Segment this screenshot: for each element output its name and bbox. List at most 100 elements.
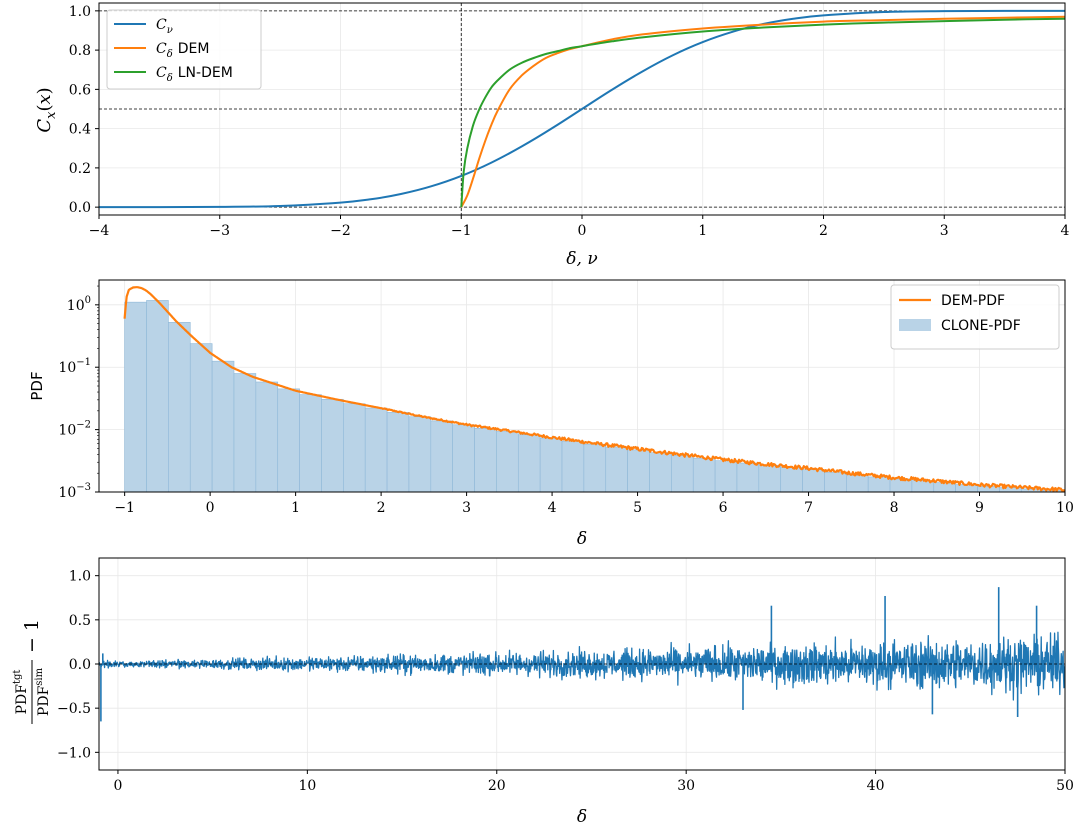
cdf-y-tick-label: 1.0: [69, 4, 91, 20]
clone-pdf-bar: [517, 434, 541, 493]
cdf-panel: −4 −3 −2 −1 0 1 2 3 4 0.0 0.2 0.4 0.6 0.8 1.0 δ, ν Cx…: [34, 2, 1070, 269]
pdf-legend-swatch-bar: [899, 319, 931, 331]
clone-pdf-bar: [408, 416, 432, 493]
ratio-residual-line: [99, 631, 1065, 701]
cdf-x-tick-label: −4: [89, 223, 110, 239]
clone-pdf-bar: [168, 322, 191, 493]
cdf-y-ticks: 0.0 0.2 0.4 0.6 0.8 1.0: [69, 4, 99, 216]
clone-pdf-bar: [474, 427, 497, 493]
pdf-legend: DEM-PDF CLONE-PDF: [890, 284, 1060, 350]
clone-pdf-bar: [561, 440, 585, 493]
cdf-x-tick-label: 3: [940, 223, 949, 239]
pdf-y-tick-label: 10−2: [58, 420, 91, 439]
pdf-x-tick-label: 9: [975, 500, 984, 516]
clone-pdf-bar: [343, 403, 366, 493]
pdf-x-tick-label: 7: [804, 500, 813, 516]
ratio-x-tick-label: 0: [113, 778, 122, 794]
ratio-y-tick-label: −0.5: [57, 701, 91, 717]
clone-pdf-bar: [583, 443, 607, 493]
clone-pdf-bar: [430, 420, 453, 493]
clone-pdf-bar: [255, 381, 279, 493]
pdf-y-tick-label: 100: [67, 295, 91, 314]
ratio-series: [99, 587, 1065, 722]
pdf-x-ticks: −1 0 1 2 3 4 5 6 7 8 9 10: [114, 492, 1074, 516]
clone-pdf-bar: [321, 398, 344, 493]
cdf-legend-label: Cν: [156, 17, 173, 36]
pdf-x-tick-label: 6: [719, 500, 728, 516]
ratio-y-label-tail: − 1: [21, 619, 43, 653]
cdf-series: [98, 9, 1066, 209]
cdf-x-tick-label: −1: [451, 223, 472, 239]
pdf-y-axis-label: PDF: [28, 371, 46, 400]
clone-pdf-bar: [364, 407, 388, 493]
clone-pdf-bar: [846, 474, 869, 493]
pdf-x-tick-label: 1: [291, 500, 300, 516]
pdf-x-tick-label: 3: [462, 500, 471, 516]
cdf-x-axis-label: δ, ν: [566, 249, 597, 269]
ratio-x-axis-label: δ: [577, 807, 587, 827]
svg-text:Cx(x): Cx(x): [34, 87, 59, 132]
ratio-x-ticks: 0 10 20 30 40 50: [113, 770, 1074, 794]
ratio-y-tick-label: 0.0: [69, 657, 91, 673]
clone-pdf-bar: [802, 469, 825, 493]
pdf-series: [123, 286, 1066, 492]
pdf-legend-label: CLONE-PDF: [941, 318, 1021, 334]
pdf-legend-label: DEM-PDF: [941, 293, 1005, 309]
pdf-x-tick-label: 8: [890, 500, 899, 516]
pdf-x-tick-label: 2: [377, 500, 386, 516]
clone-pdf-bar: [692, 457, 716, 493]
ratio-y-tick-label: 0.5: [69, 613, 91, 629]
ratio-x-tick-label: 50: [1056, 778, 1074, 794]
cdf-line-c-delta-ln-dem: [460, 17, 1066, 208]
cdf-y-tick-label: 0.4: [69, 122, 91, 138]
clone-pdf-bar: [780, 467, 803, 493]
pdf-y-ticks: 100 10−1 10−2 10−3: [58, 285, 99, 501]
clone-pdf-bar: [452, 424, 475, 493]
clone-pdf-bar: [736, 462, 760, 493]
pdf-x-tick-label: 0: [206, 500, 215, 516]
cdf-x-tick-label: −3: [209, 223, 230, 239]
clone-pdf-bar: [124, 301, 147, 493]
ratio-y-label-numerator: PDFtgt: [12, 670, 30, 715]
cdf-y-tick-label: 0.2: [69, 161, 91, 177]
clone-pdf-bar: [277, 388, 300, 493]
clone-pdf-bar: [714, 460, 738, 493]
clone-pdf-bar: [605, 446, 628, 493]
pdf-y-tick-label: 10−3: [58, 482, 91, 501]
clone-pdf-histogram: [124, 300, 1066, 493]
cdf-legend-box: [106, 9, 262, 90]
clone-pdf-bar: [758, 464, 782, 493]
dem-pdf-line: [123, 286, 1066, 492]
cdf-x-ticks: −4 −3 −2 −1 0 1 2 3 4: [89, 215, 1070, 239]
ratio-x-tick-label: 30: [677, 778, 695, 794]
clone-pdf-bar: [299, 394, 322, 493]
clone-pdf-bar: [539, 437, 563, 493]
cdf-line-c-nu: [98, 9, 1066, 209]
clone-pdf-bar: [649, 452, 672, 493]
ratio-y-ticks: −1.0 −0.5 0.0 0.5 1.0: [57, 569, 99, 761]
pdf-legend-box: [890, 284, 1060, 350]
clone-pdf-bar: [627, 449, 650, 493]
clone-pdf-bar: [233, 373, 257, 493]
clone-pdf-bar: [211, 360, 235, 493]
clone-pdf-bar: [146, 300, 169, 493]
ratio-panel: 0 10 20 30 40 50 −1.0 −0.5 0.0 0.5 1.0 δ PDFtgt P…: [12, 557, 1074, 827]
ratio-x-tick-label: 10: [298, 778, 316, 794]
ratio-y-axis-label: PDFtgt PDFsim − 1: [12, 619, 52, 724]
cdf-x-tick-label: −2: [330, 223, 351, 239]
cdf-x-tick-label: 4: [1061, 223, 1070, 239]
clone-pdf-bar: [386, 412, 410, 493]
cdf-y-tick-label: 0.0: [69, 200, 91, 216]
cdf-x-tick-label: 0: [578, 223, 587, 239]
cdf-legend-label: Cδ LN-DEM: [156, 65, 233, 84]
cdf-line-c-delta-dem: [460, 15, 1066, 208]
clone-pdf-bar: [867, 476, 891, 493]
cdf-y-tick-label: 0.8: [69, 43, 91, 59]
clone-pdf-bar: [189, 343, 213, 493]
cdf-y-tick-label: 0.6: [69, 82, 91, 98]
ratio-y-label-denominator: PDFsim: [34, 667, 52, 716]
pdf-panel: −1 0 1 2 3 4 5 6 7 8 9 10 100 10−1 10−2 10−3 δ PDF DEM…: [28, 279, 1074, 549]
ratio-y-tick-label: −1.0: [57, 745, 91, 761]
pdf-x-tick-label: 5: [633, 500, 642, 516]
